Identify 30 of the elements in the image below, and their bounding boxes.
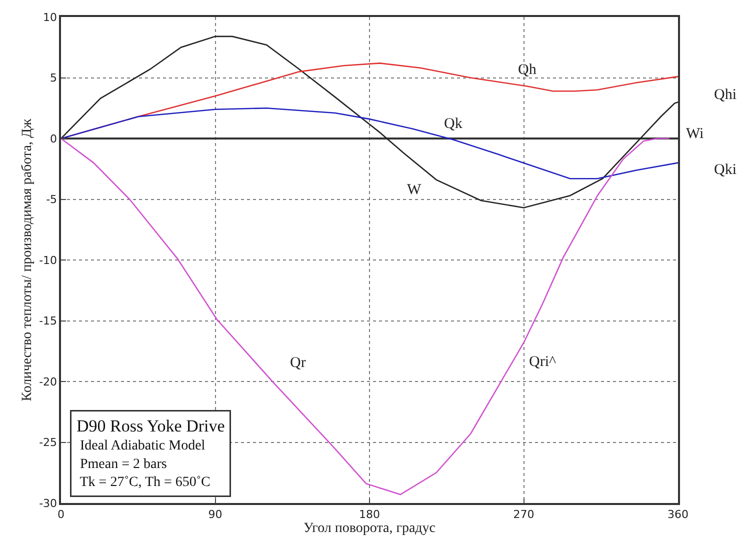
y-tick-label: -15 [39,314,58,328]
line-series [61,138,670,496]
text: Wi [686,126,704,142]
annotation: D90 Ross Yoke Drive [76,416,225,436]
annotation: Pmean = 2 bars [76,456,167,472]
x-tick-label: 90 [208,508,222,521]
y-tick-label: 10 [43,10,58,24]
x-axis-title: Угол поворота, градус [304,520,436,536]
y-tick-label: 0 [50,132,58,146]
y-tick-label: -10 [39,254,58,267]
y-axis-title: Количество теплоты/ производимая работа, Дж [20,118,36,402]
line-series [61,107,678,180]
annotation: Qri^ [529,354,556,370]
line-series [61,36,678,208]
series-label: Qr [290,355,306,371]
series-label: Qk [444,116,463,132]
annotation: Tk = 27˚C, Th = 650˚C [76,475,210,490]
series-label: Qh [518,62,537,78]
text: Qhi [714,87,736,103]
text: Qki [714,162,736,178]
x-tick-label: 360 [668,508,688,521]
x-tick-label: 270 [513,508,534,521]
annotation: Ideal Adiabatic Model [76,438,206,454]
y-tick-label: -30 [39,496,58,510]
y-tick-label: -20 [39,375,58,388]
y-tick-label: 5 [50,72,58,85]
series-label: W [407,182,422,198]
y-tick-label: -5 [46,193,58,206]
x-tick-label: 180 [359,508,380,521]
y-tick-label: -25 [39,436,58,450]
